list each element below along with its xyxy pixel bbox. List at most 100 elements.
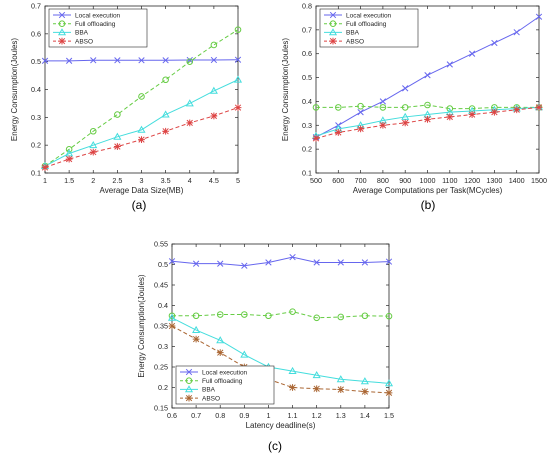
data-point	[361, 259, 369, 266]
data-point	[234, 56, 242, 63]
series-line	[171, 256, 390, 267]
x-tick-label: 1	[43, 176, 47, 185]
data-point	[401, 112, 410, 120]
legend-label: Local execution	[202, 369, 248, 376]
data-point	[240, 350, 249, 358]
data-point	[114, 57, 121, 64]
data-point	[401, 119, 409, 127]
x-tick-label: 1000	[420, 176, 436, 185]
legend-marker	[185, 377, 193, 385]
y-tick-label: 0.25	[154, 363, 168, 372]
series-line	[44, 79, 239, 167]
legend-label: Full offloading	[75, 21, 116, 28]
series-line	[316, 104, 539, 110]
data-point	[385, 312, 393, 320]
data-point	[241, 262, 248, 269]
x-tick-label: 2.5	[112, 176, 122, 185]
data-point	[216, 336, 225, 344]
series-line	[172, 311, 390, 319]
data-point	[513, 29, 520, 36]
series-local-execution	[41, 56, 242, 64]
data-point	[113, 143, 121, 150]
y-axis-label: Energy Consumption(Joules)	[137, 274, 146, 377]
x-tick-label: 1.5	[64, 176, 74, 185]
data-point	[357, 102, 364, 110]
x-tick-label: 700	[355, 176, 367, 185]
data-point	[41, 164, 49, 171]
data-point	[491, 108, 498, 116]
legend-label: Full offloading	[346, 21, 387, 28]
legend-label: BBA	[346, 30, 360, 37]
data-point	[535, 103, 543, 111]
data-point	[357, 125, 364, 133]
data-point	[138, 93, 145, 100]
data-point	[313, 259, 320, 266]
y-tick-label: 0.35	[154, 322, 168, 331]
data-point	[491, 39, 498, 47]
x-tick-label: 1	[266, 411, 270, 420]
x-tick-label: 4	[188, 176, 192, 185]
data-point	[210, 56, 218, 64]
legend-marker	[329, 20, 337, 28]
y-tick-label: 0.55	[154, 240, 168, 249]
data-point	[360, 377, 369, 385]
data-point	[337, 259, 344, 266]
data-point	[424, 115, 431, 123]
y-tick-label: 0.4	[158, 301, 168, 310]
data-point	[192, 260, 200, 267]
data-point	[446, 113, 454, 121]
x-axis-label: Average Computations per Task(MCycles)	[353, 186, 503, 195]
series-abso	[312, 103, 543, 142]
data-point	[401, 104, 409, 111]
data-point	[89, 127, 97, 135]
legend-label: BBA	[202, 387, 216, 394]
data-point	[513, 106, 521, 114]
data-point	[233, 75, 243, 83]
series-line	[171, 325, 390, 394]
x-axis-label: Latency deadline(s)	[246, 421, 316, 430]
data-point	[468, 111, 476, 118]
x-tick-label: 3	[140, 176, 144, 185]
data-point	[186, 58, 194, 65]
legend-marker	[185, 368, 193, 376]
legend-label: BBA	[75, 30, 89, 37]
y-tick-label: 0.3	[158, 342, 168, 351]
data-point	[361, 312, 369, 320]
data-point	[385, 389, 393, 397]
data-point	[288, 366, 297, 374]
data-point	[313, 385, 321, 393]
data-point	[41, 57, 49, 64]
data-point	[385, 258, 393, 265]
data-point	[335, 104, 342, 111]
y-tick-label: 0.3	[31, 113, 41, 122]
y-tick-label: 0.7	[302, 25, 312, 34]
y-tick-label: 0.5	[302, 73, 312, 82]
x-tick-label: 0.7	[191, 411, 201, 420]
series-full-offloading	[41, 26, 242, 170]
data-point	[379, 98, 387, 105]
data-point	[216, 349, 224, 357]
series-abso	[41, 104, 242, 171]
x-tick-label: 900	[399, 176, 411, 185]
x-tick-label: 1.4	[360, 411, 370, 420]
data-point	[167, 313, 177, 321]
data-point	[210, 41, 218, 49]
series-line	[315, 106, 540, 137]
data-point	[446, 105, 454, 112]
x-tick-label: 500	[310, 176, 322, 185]
data-point	[379, 104, 387, 111]
y-tick-label: 0.1	[31, 169, 41, 178]
data-point	[192, 325, 201, 333]
data-point	[289, 253, 296, 261]
legend-label: Full offloading	[202, 378, 243, 385]
data-point	[162, 127, 170, 135]
y-tick-label: 0.3	[302, 121, 312, 130]
x-tick-label: 1.3	[336, 411, 346, 420]
x-tick-label: 1100	[442, 176, 457, 185]
y-tick-label: 0.6	[302, 49, 312, 58]
data-point	[234, 26, 242, 33]
data-point	[89, 148, 97, 156]
legend-marker	[58, 37, 66, 45]
x-tick-label: 1200	[464, 176, 480, 185]
